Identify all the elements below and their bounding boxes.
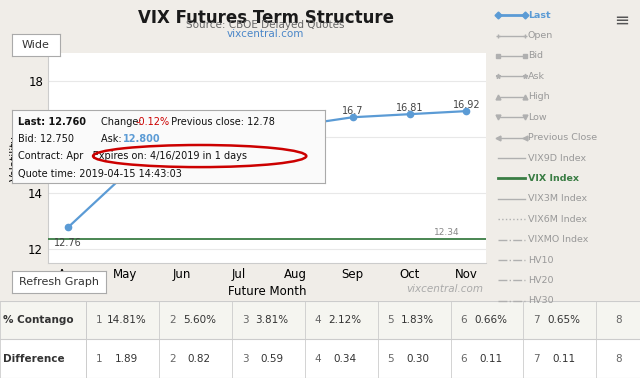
Text: High: High [528, 92, 550, 101]
Text: 16.4: 16.4 [285, 115, 307, 124]
Text: HV30: HV30 [528, 296, 554, 305]
Text: 8: 8 [615, 354, 621, 364]
Text: 16.81: 16.81 [396, 103, 423, 113]
Text: Low: Low [528, 113, 547, 122]
Text: 5: 5 [388, 354, 394, 364]
Text: Previous close: 12.78: Previous close: 12.78 [168, 117, 275, 127]
Text: VIX3M Index: VIX3M Index [528, 194, 587, 203]
Text: 0.66%: 0.66% [474, 315, 507, 325]
Text: 15.47: 15.47 [168, 141, 196, 150]
Text: Change:: Change: [101, 117, 145, 127]
Text: Quote time: 2019-04-15 14:43:03: Quote time: 2019-04-15 14:43:03 [18, 169, 182, 179]
Text: 7: 7 [533, 315, 540, 325]
Text: HV20: HV20 [528, 276, 554, 285]
Text: Ask:: Ask: [101, 134, 125, 144]
Text: Bid: 12.750: Bid: 12.750 [18, 134, 74, 144]
Text: Bid: Bid [528, 51, 543, 60]
Bar [0, 301, 640, 339]
Text: 12.76: 12.76 [54, 238, 82, 248]
X-axis label: Future Month: Future Month [228, 285, 307, 298]
Text: vixcentral.com: vixcentral.com [406, 284, 483, 294]
Text: 6: 6 [460, 315, 467, 325]
Text: 6: 6 [460, 354, 467, 364]
Text: 0.59: 0.59 [260, 354, 284, 364]
Text: 0.82: 0.82 [188, 354, 211, 364]
Text: 16.7: 16.7 [342, 106, 364, 116]
Text: 5.60%: 5.60% [183, 315, 216, 325]
Text: vixcentral.com: vixcentral.com [227, 29, 304, 39]
Text: 8: 8 [615, 315, 621, 325]
Text: Previous Close: Previous Close [528, 133, 597, 142]
Text: 2: 2 [169, 354, 175, 364]
Text: 3.81%: 3.81% [255, 315, 289, 325]
Text: Refresh Graph: Refresh Graph [19, 277, 99, 287]
Text: 4: 4 [315, 354, 321, 364]
Text: 0.30: 0.30 [406, 354, 429, 364]
Text: VIX Futures Term Structure: VIX Futures Term Structure [138, 9, 394, 28]
Text: 3: 3 [242, 354, 248, 364]
Text: 12.800: 12.800 [123, 134, 161, 144]
Text: % Contango: % Contango [3, 315, 74, 325]
Text: Difference: Difference [3, 354, 65, 364]
Text: 4: 4 [315, 315, 321, 325]
Text: HV10: HV10 [528, 256, 554, 265]
Text: VIX6M Index: VIX6M Index [528, 215, 587, 224]
Text: 1.83%: 1.83% [401, 315, 435, 325]
Text: Last: Last [528, 11, 550, 20]
Text: 2: 2 [169, 315, 175, 325]
Text: 1.89: 1.89 [115, 354, 138, 364]
Text: 5: 5 [388, 315, 394, 325]
Text: 14.65: 14.65 [111, 163, 139, 174]
Text: 1: 1 [96, 315, 103, 325]
Y-axis label: Volatility: Volatility [10, 135, 19, 181]
Text: Wide: Wide [22, 40, 49, 50]
Text: 12.34: 12.34 [434, 228, 460, 237]
Text: Source: CBOE Delayed Quotes: Source: CBOE Delayed Quotes [186, 20, 345, 29]
Text: 14.81%: 14.81% [107, 315, 147, 325]
Text: 16.06: 16.06 [225, 124, 253, 134]
Text: Contract: Apr   Expires on: 4/16/2019 in 1 days: Contract: Apr Expires on: 4/16/2019 in 1… [18, 151, 247, 161]
Text: 7: 7 [533, 354, 540, 364]
Text: 3: 3 [242, 315, 248, 325]
Text: 0.11: 0.11 [552, 354, 575, 364]
Text: Ask: Ask [528, 72, 545, 81]
Text: VIX Index: VIX Index [528, 174, 579, 183]
Bar [0, 339, 640, 378]
Text: ≡: ≡ [614, 12, 630, 30]
Text: 2.12%: 2.12% [328, 315, 362, 325]
Text: 1: 1 [96, 354, 103, 364]
Text: -0.12%: -0.12% [136, 117, 170, 127]
Text: VIX9D Index: VIX9D Index [528, 153, 586, 163]
Text: 16.92: 16.92 [452, 100, 480, 110]
Text: 0.65%: 0.65% [547, 315, 580, 325]
Text: Open: Open [528, 31, 553, 40]
Text: Last: 12.760: Last: 12.760 [18, 117, 86, 127]
Text: VIXMO Index: VIXMO Index [528, 235, 588, 244]
Text: 0.11: 0.11 [479, 354, 502, 364]
Text: 0.34: 0.34 [333, 354, 356, 364]
